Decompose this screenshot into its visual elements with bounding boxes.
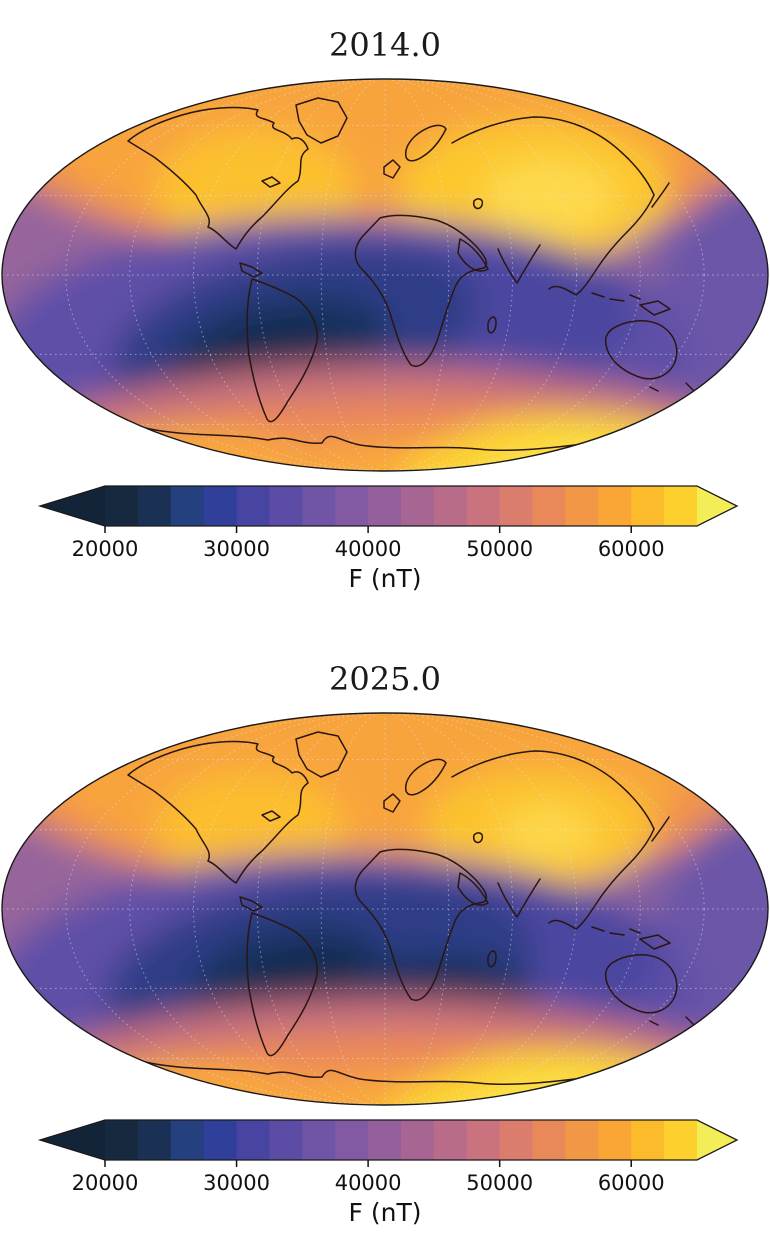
colorbar-tick-label: 50000 (466, 537, 533, 561)
colorbar-segment (203, 1120, 238, 1160)
colorbar-segment (203, 486, 238, 526)
colorbar-tick-label: 20000 (72, 537, 139, 561)
colorbar-segment (368, 1120, 402, 1160)
colorbar-segment (335, 486, 369, 526)
colorbar-segment (565, 486, 599, 526)
colorbar-tick-label: 60000 (598, 1171, 665, 1195)
colorbar-segment (105, 1120, 139, 1160)
colorbar-axis-label-2025: F (nT) (348, 1198, 422, 1227)
map-outline-2014 (1, 78, 769, 472)
colorbar-segment (335, 1120, 369, 1160)
colorbar-tick-label: 40000 (335, 1171, 402, 1195)
colorbar-segment (631, 486, 665, 526)
colorbar-segment (532, 486, 567, 526)
colorbar-segment (664, 1120, 698, 1160)
colorbar-segment (433, 1120, 468, 1160)
colorbar-segment (532, 1120, 567, 1160)
colorbar-outline (37, 1119, 739, 1161)
colorbar-segment (236, 1120, 271, 1160)
colorbar-segment (137, 1120, 172, 1160)
colorbar-segment (499, 1120, 534, 1160)
world-map-2014 (0, 77, 770, 473)
colorbar-segment (466, 1120, 501, 1160)
magnetic-intensity-map-2025 (1, 712, 769, 1106)
colorbar-segment (598, 1120, 632, 1160)
colorbar-segment (170, 1120, 205, 1160)
colorbar-segment (302, 1120, 336, 1160)
colorbar-segment (302, 486, 336, 526)
colorbar-segment (269, 486, 303, 526)
colorbar-tick-label: 30000 (203, 537, 270, 561)
colorbar-segment (269, 1120, 303, 1160)
map-panel-2014: 2014.0 (0, 26, 770, 594)
colorbar-segment (631, 1120, 665, 1160)
map-title-2025: 2025.0 (329, 660, 441, 698)
colorbar-under-arrow (40, 1120, 105, 1160)
map-panel-2025: 2025.0 (0, 660, 770, 1228)
colorbar-segment (664, 486, 698, 526)
colorbar-axis-label-2014: F (nT) (348, 564, 422, 593)
colorbar-segment (401, 486, 435, 526)
colorbar-tick-label: 40000 (335, 537, 402, 561)
colorbar-outline (37, 485, 739, 527)
colorbar-segment (499, 486, 534, 526)
colorbar-segment (598, 486, 632, 526)
colorbar-segment (466, 486, 501, 526)
colorbar-segment (105, 486, 139, 526)
colorbar-segment (236, 486, 271, 526)
colorbar-tick-label: 30000 (203, 1171, 270, 1195)
map-outline-2025 (1, 712, 769, 1106)
colorbar-segment (433, 486, 468, 526)
colorbar-2025: 20000 30000 40000 50000 60000 (37, 1119, 739, 1195)
colorbar-segment (368, 486, 402, 526)
colorbar-segment (401, 1120, 435, 1160)
map-title-2014: 2014.0 (329, 26, 441, 64)
colorbar-over-arrow (697, 1120, 737, 1160)
colorbar-over-arrow (697, 486, 737, 526)
magnetic-intensity-map-2014 (1, 78, 769, 472)
colorbar-under-arrow (40, 486, 105, 526)
colorbar-segment (170, 486, 205, 526)
world-map-2025 (0, 711, 770, 1107)
colorbar-2014: 20000 30000 40000 50000 60000 (37, 485, 739, 561)
colorbar-tick-label: 20000 (72, 1171, 139, 1195)
colorbar-tick-label: 60000 (598, 537, 665, 561)
colorbar-segment (565, 1120, 599, 1160)
colorbar-segment (137, 486, 172, 526)
colorbar-tick-label: 50000 (466, 1171, 533, 1195)
